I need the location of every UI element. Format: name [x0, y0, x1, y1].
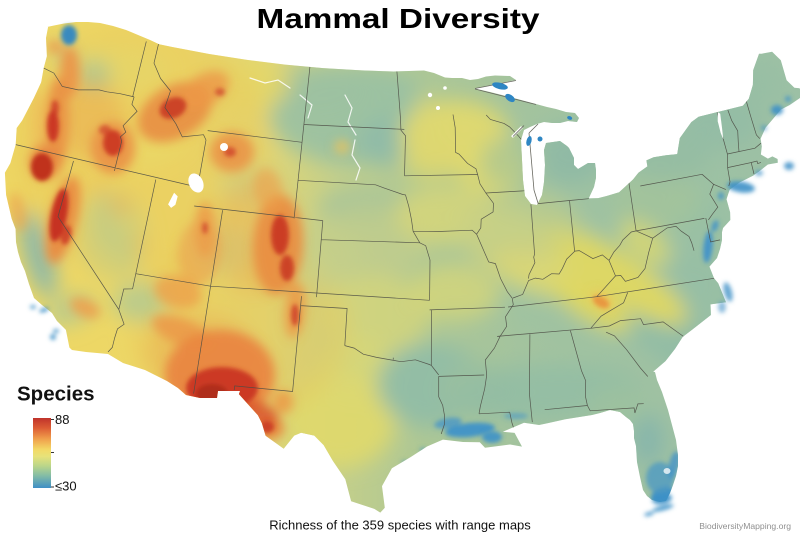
- svg-text:Richness of the 359 species wi: Richness of the 359 species with range m…: [269, 518, 531, 533]
- svg-text:88: 88: [55, 412, 69, 427]
- svg-text:Mammal Diversity: Mammal Diversity: [257, 3, 541, 34]
- svg-text:≤30: ≤30: [55, 479, 77, 494]
- svg-text:BiodiversityMapping.org: BiodiversityMapping.org: [699, 521, 791, 531]
- svg-text:Species: Species: [17, 383, 95, 406]
